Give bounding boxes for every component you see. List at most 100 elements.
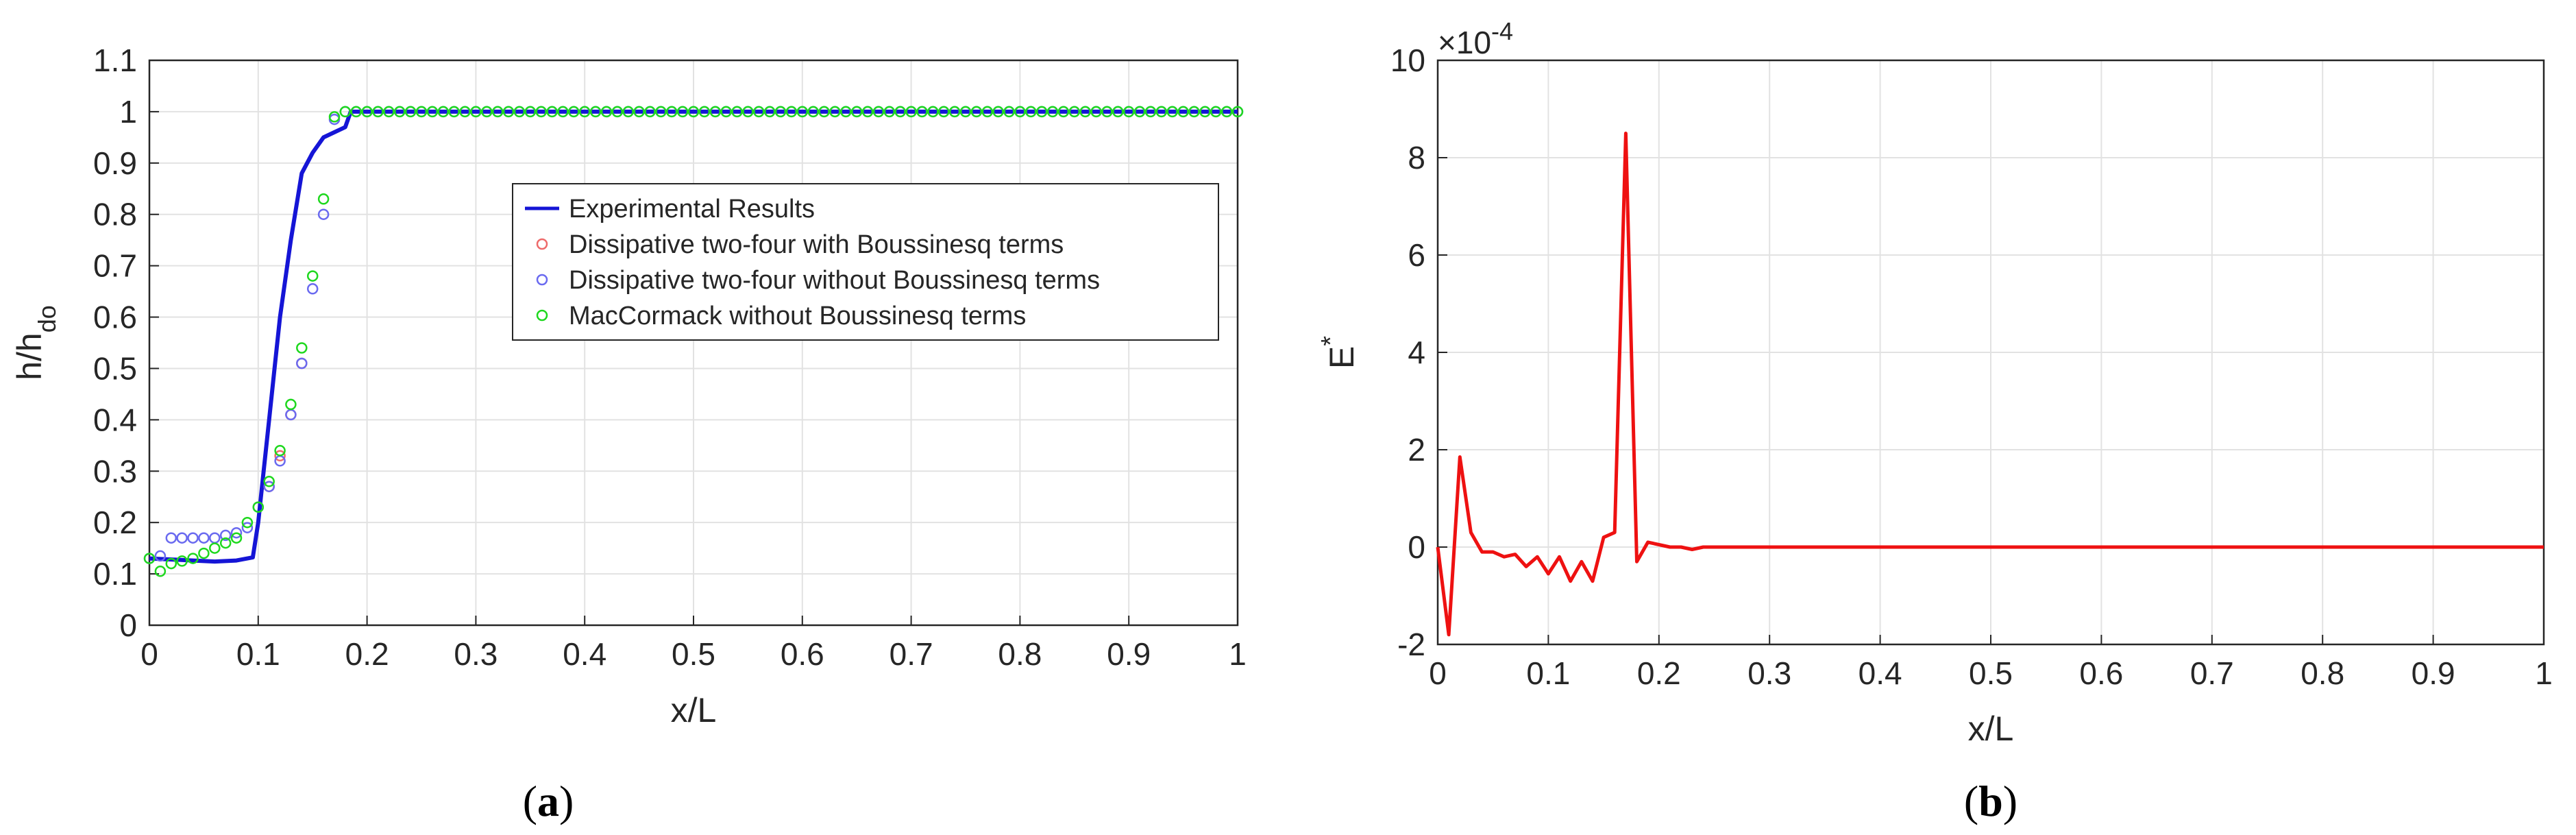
data-point: [165, 557, 177, 570]
legend-label: Dissipative two-four with Boussinesq ter…: [569, 230, 1064, 259]
data-point: [383, 106, 395, 118]
y-tick-label: 0.7: [93, 248, 137, 284]
chart-a: 0 0.1 0.2 0.3 0.4 0.5 0.6 0.7 0.8 0.9 1 0 0.1 0.2 0.3 0…: [10, 43, 1247, 825]
legend-item: Dissipative two-four with Boussinesq ter…: [536, 230, 1064, 259]
y-tick-label: 0: [119, 607, 137, 643]
data-point: [1014, 106, 1026, 118]
y-axis-label-sub: do: [33, 305, 61, 332]
data-point: [198, 547, 210, 559]
data-point: [328, 111, 341, 123]
y-tick-label: 8: [1408, 140, 1425, 176]
data-point: [535, 106, 547, 118]
panel-label-b: (b): [1964, 777, 2017, 825]
x-tick-label: 0.9: [2412, 655, 2455, 691]
x-tick-label: 1: [2535, 655, 2553, 691]
data-point: [481, 106, 493, 118]
data-point: [578, 106, 591, 118]
x-tick-label: 0: [1429, 655, 1447, 691]
data-point: [219, 537, 232, 549]
data-point: [285, 409, 297, 421]
data-point: [698, 106, 711, 118]
y-tick-label: 0.1: [93, 556, 137, 592]
x-tick-label: 0.7: [2190, 655, 2234, 691]
data-point: [742, 106, 754, 118]
data-point: [230, 532, 243, 544]
data-point: [655, 106, 667, 118]
y-tick-label: 0.9: [93, 145, 137, 181]
data-point: [850, 106, 863, 118]
data-point: [665, 106, 678, 118]
y-tick-label: 0: [1408, 529, 1425, 565]
legend-item: MacCormack without Boussinesq terms: [536, 302, 1026, 330]
data-point: [274, 445, 286, 457]
data-point: [709, 106, 722, 118]
data-point: [306, 283, 319, 295]
legend-swatch: [536, 309, 548, 322]
x-tick-label: 0.2: [345, 636, 389, 672]
data-point: [491, 106, 504, 118]
series-3: [143, 106, 1244, 577]
legend: Experimental Results Dissipative two-four…: [512, 183, 1219, 341]
data-point: [981, 106, 994, 118]
panel-label-close: ): [2003, 777, 2017, 825]
data-point: [861, 106, 874, 118]
y-exponent-label: ×10-4: [1438, 17, 1513, 61]
y-tick-label: 1: [119, 94, 137, 130]
data-point: [306, 270, 319, 282]
x-tick-label: 0.5: [1969, 655, 2013, 691]
data-point: [296, 357, 308, 370]
data-point: [187, 532, 199, 544]
y-tick-label: 2: [1408, 432, 1425, 468]
data-point: [1003, 106, 1015, 118]
legend-item: Dissipative two-four without Boussinesq …: [536, 266, 1100, 295]
data-point: [1057, 106, 1070, 118]
data-point: [165, 532, 177, 544]
data-point: [883, 106, 896, 118]
series-group: [143, 106, 1244, 577]
data-point: [524, 106, 537, 118]
data-point: [459, 106, 471, 118]
data-point: [872, 106, 885, 118]
data-point: [753, 106, 765, 118]
data-point: [241, 522, 254, 533]
series-group: [1436, 132, 2544, 637]
data-point: [209, 542, 221, 554]
data-point: [176, 532, 188, 544]
x-tick-label: 0.4: [563, 636, 606, 672]
x-tick-label: 0.9: [1107, 636, 1151, 672]
data-point: [339, 106, 352, 118]
data-point: [905, 106, 917, 118]
data-point: [937, 106, 950, 118]
data-point: [143, 553, 156, 564]
data-point: [1079, 106, 1091, 118]
x-tick-label: 0.1: [1526, 655, 1570, 691]
data-point: [252, 501, 265, 513]
y-exponent-prefix: ×10: [1438, 25, 1491, 60]
data-point: [317, 208, 330, 220]
data-point: [176, 555, 188, 567]
x-tick-label: 0.6: [2079, 655, 2123, 691]
data-point: [1112, 106, 1124, 118]
data-point: [720, 106, 732, 118]
data-point: [763, 106, 776, 118]
data-point: [589, 106, 602, 118]
y-axis-label-sup: *: [1316, 336, 1345, 346]
data-point: [600, 106, 613, 118]
x-tick-label: 0: [140, 636, 158, 672]
data-point: [840, 106, 852, 118]
grid: [1437, 60, 2544, 645]
data-point: [513, 106, 526, 118]
legend-swatch: [536, 274, 548, 286]
y-tick-label: 0.5: [93, 350, 137, 386]
data-point: [622, 106, 634, 118]
legend-label: Experimental Results: [569, 195, 815, 223]
data-point: [296, 342, 308, 354]
x-axis-label: x/L: [1968, 710, 2014, 748]
data-point: [687, 106, 700, 118]
x-tick-label: 0.2: [1637, 655, 1681, 691]
y-tick-label: 1.1: [93, 43, 137, 78]
panel-label-a: (a): [523, 777, 574, 825]
data-point: [927, 106, 939, 118]
data-point: [1068, 106, 1081, 118]
